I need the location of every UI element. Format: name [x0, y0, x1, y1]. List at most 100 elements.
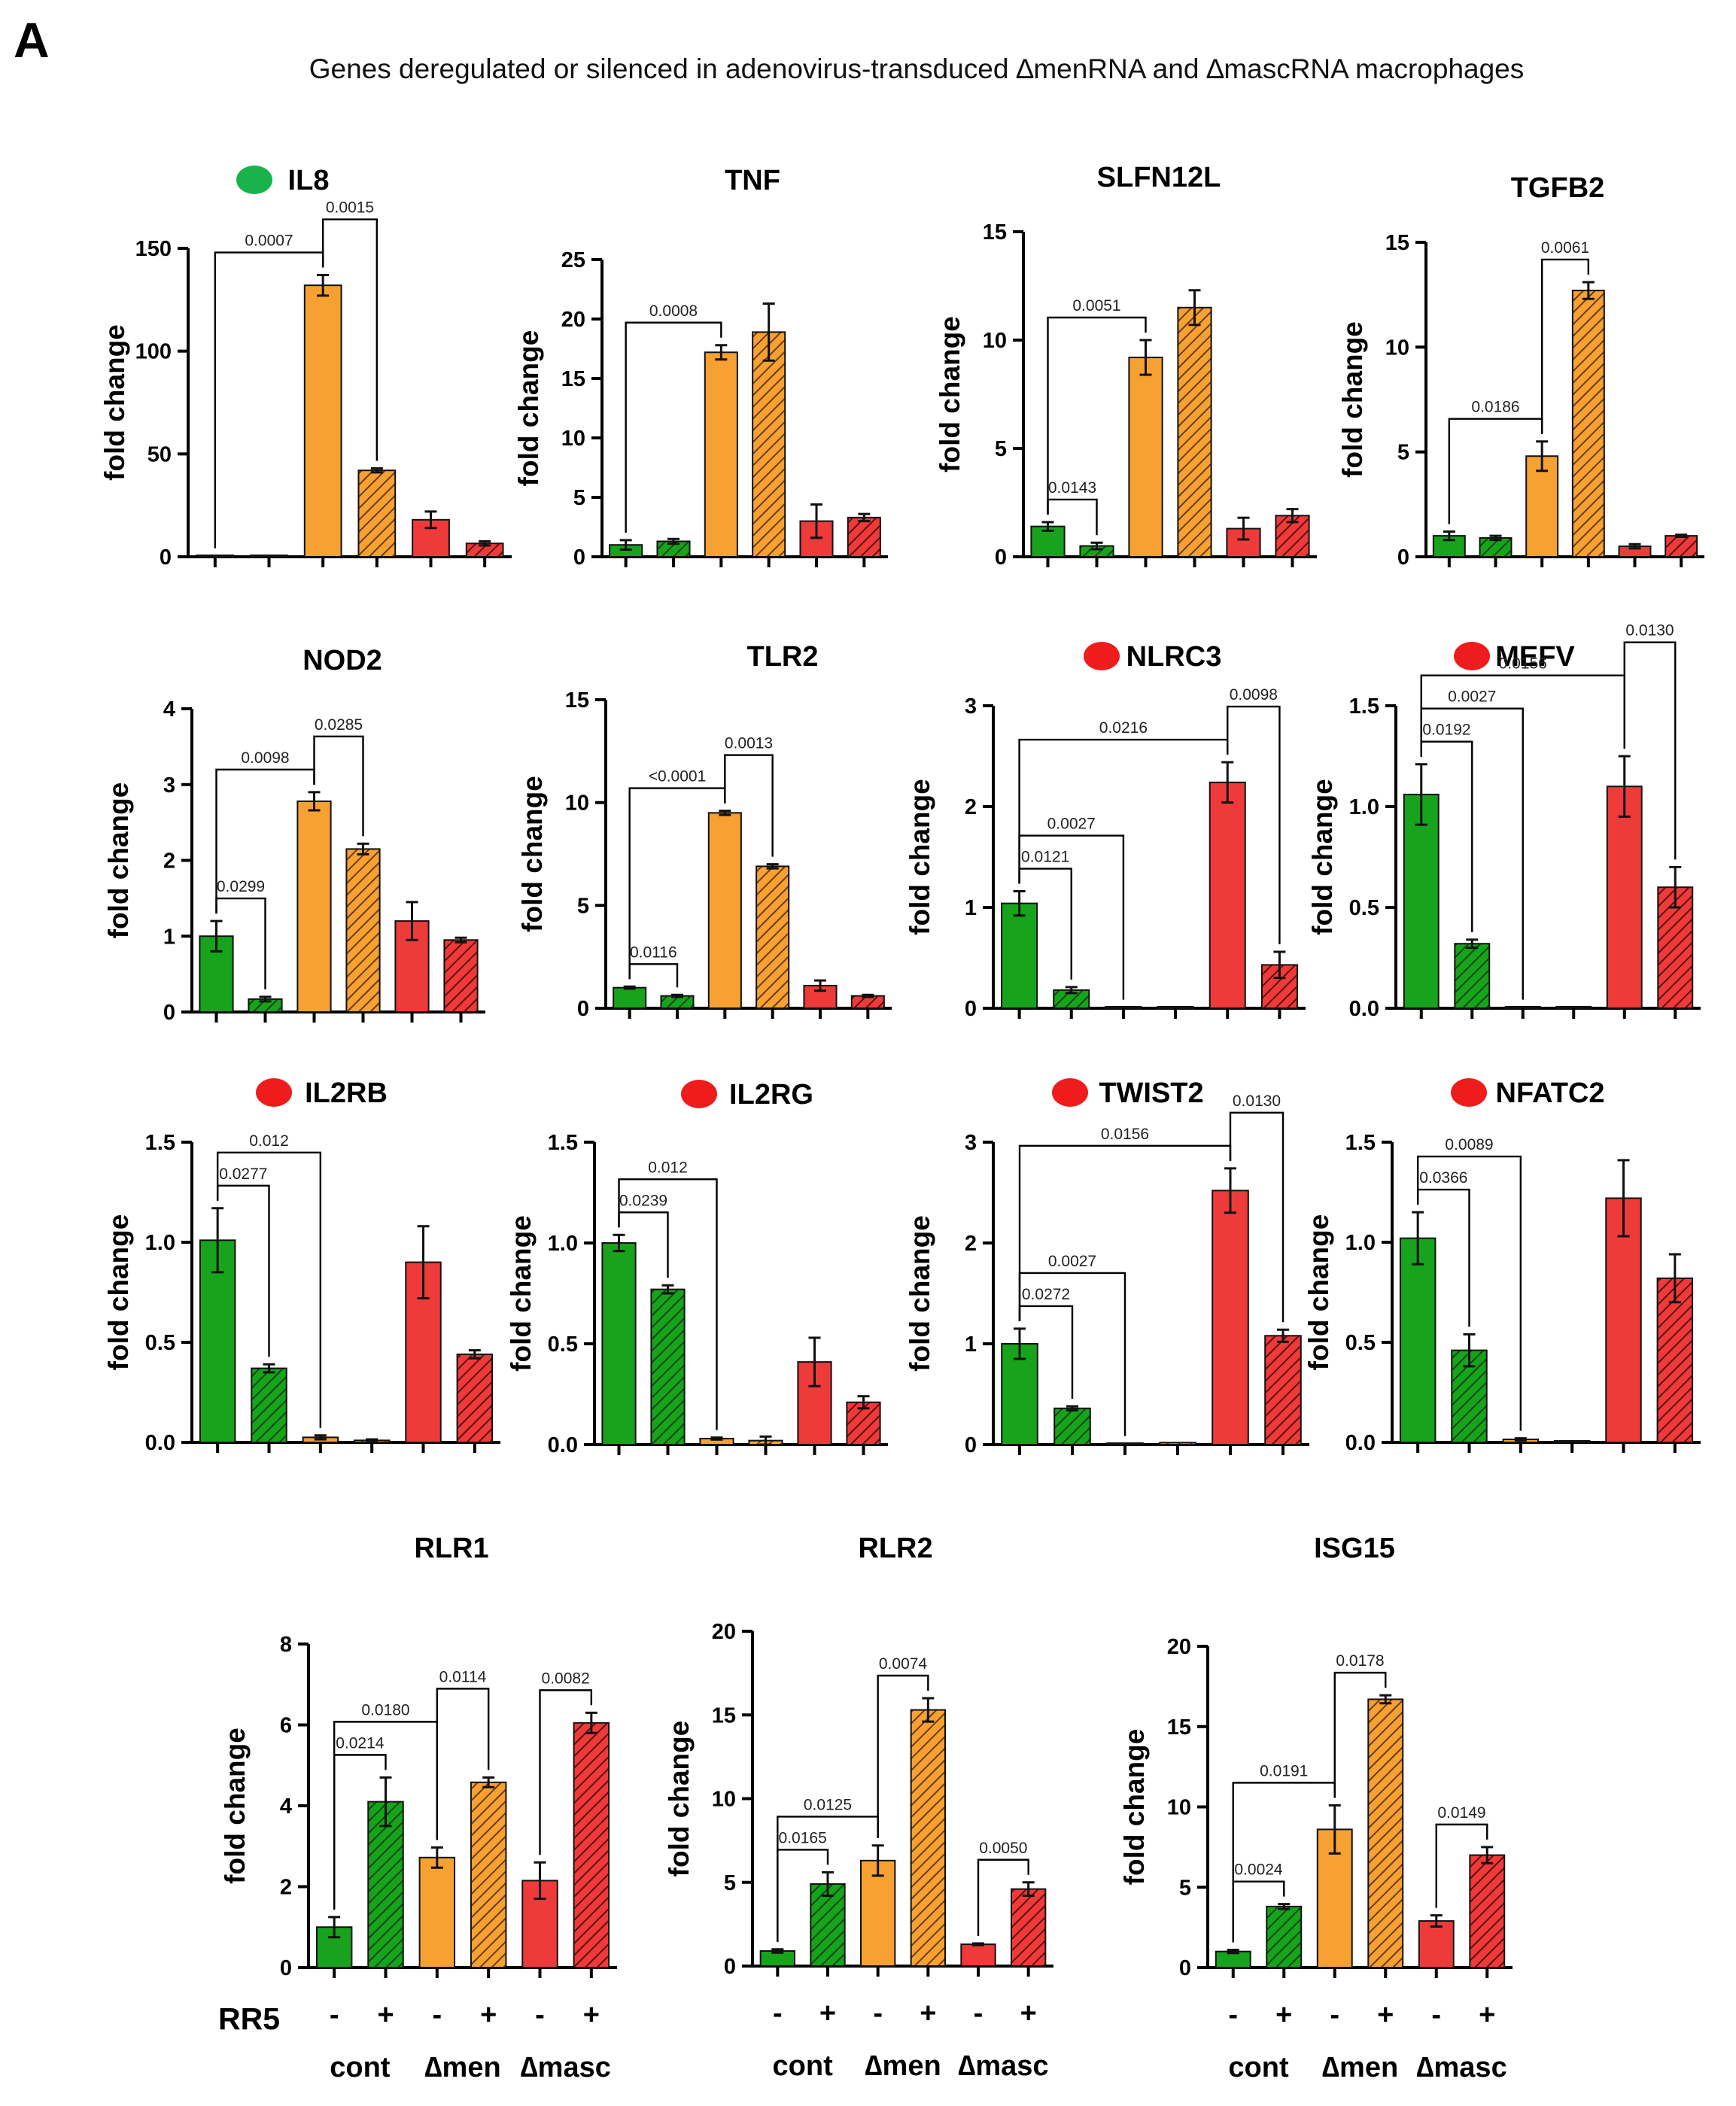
- rr5-sign: +: [480, 1999, 497, 2031]
- y-tick-label: 0: [1179, 1956, 1191, 1980]
- significance-bracket: [321, 218, 379, 461]
- group-label: cont: [330, 2052, 391, 2083]
- y-tick-label: 0: [160, 545, 172, 570]
- chart-title: IL8: [288, 165, 330, 196]
- y-axis-label: fold change: [506, 1215, 537, 1372]
- y-axis-label: fold change: [1307, 779, 1338, 935]
- bar: [860, 1859, 896, 1967]
- p-value-label: 0.012: [648, 1159, 688, 1176]
- y-tick-label: 25: [561, 248, 585, 272]
- bar: [1454, 943, 1491, 1009]
- significance-bracket: [436, 1688, 490, 1840]
- bar: [345, 848, 381, 1013]
- chart-title: TWIST2: [1099, 1077, 1203, 1109]
- y-tick-label: 0: [995, 545, 1007, 570]
- y-tick-label: 0.0: [548, 1433, 578, 1457]
- group-label: ∆masc: [520, 2052, 610, 2083]
- bar: [1399, 1237, 1437, 1444]
- y-tick-label: 2: [965, 795, 977, 819]
- chart-title: NLRC3: [1126, 641, 1222, 673]
- p-value-label: 0.0156: [1101, 1126, 1149, 1143]
- chart-rlr2: RLR2 0 5 10 15 20 fold change 0.0165 0.0125 0.007…: [664, 1533, 1053, 1979]
- p-value-label: 0.0239: [619, 1192, 667, 1209]
- bar: [521, 1880, 558, 1968]
- p-value-label: 0.0165: [779, 1829, 827, 1846]
- bar: [418, 1856, 456, 1969]
- panel-letter: A: [14, 12, 50, 68]
- green-dot-icon: [236, 166, 272, 194]
- chart-title: TLR2: [747, 641, 819, 673]
- bar: [1553, 1440, 1591, 1443]
- y-tick-label: 10: [1167, 1796, 1191, 1820]
- chart-nod2: NOD2 0 1 2 3 4 fold change 0.0299 0.0098 0.0285: [103, 645, 485, 1025]
- y-tick-label: 10: [1385, 336, 1409, 360]
- p-value-label: 0.0149: [1437, 1804, 1485, 1822]
- bar: [847, 516, 881, 558]
- rr5-sign: -: [1431, 1999, 1441, 2031]
- rr5-sign: +: [583, 1999, 600, 2031]
- y-tick-label: 0: [163, 1001, 175, 1025]
- y-tick-label: 0: [965, 1433, 977, 1457]
- y-tick-label: 1: [163, 925, 175, 949]
- significance-bracket: [313, 735, 364, 837]
- bar: [251, 1367, 287, 1443]
- y-tick-label: 1.5: [1345, 1131, 1376, 1155]
- bar: [1571, 290, 1605, 558]
- y-tick-label: 10: [565, 792, 589, 816]
- rr5-sign: -: [1330, 1999, 1339, 2031]
- bar: [704, 351, 738, 558]
- y-tick-label: 0.5: [1349, 896, 1379, 920]
- bar: [601, 1242, 637, 1445]
- bar: [1105, 1006, 1142, 1009]
- p-value-label: 0.0277: [219, 1165, 267, 1183]
- y-tick-label: 1.5: [548, 1131, 578, 1155]
- chart-title: IL2RB: [305, 1077, 388, 1109]
- y-axis-label: fold change: [220, 1728, 251, 1884]
- p-value-label: 0.0216: [1099, 719, 1148, 737]
- y-tick-label: 1.5: [145, 1131, 175, 1155]
- significance-bracket: [1047, 316, 1147, 515]
- y-tick-label: 0: [965, 997, 977, 1021]
- bar: [613, 986, 647, 1009]
- significance-bracket: [1227, 705, 1281, 944]
- y-tick-label: 5: [995, 437, 1007, 461]
- bar: [810, 1883, 846, 1968]
- chart-title: ISG15: [1314, 1533, 1395, 1564]
- chart-title: RLR1: [414, 1533, 488, 1564]
- chart-il8: IL8 0 50 100 150 fold change 0.0007 0.0015: [99, 165, 512, 570]
- red-dot-icon: [256, 1078, 292, 1107]
- bar: [296, 800, 332, 1013]
- rr5-sign: -: [773, 1998, 783, 2029]
- chart-title: IL2RG: [729, 1079, 813, 1111]
- y-axis-label: fold change: [517, 776, 548, 932]
- bar: [1469, 1854, 1506, 1969]
- y-tick-label: 20: [1167, 1635, 1191, 1659]
- y-axis-label: fold change: [99, 324, 130, 481]
- group-label: ∆masc: [1416, 2052, 1506, 2083]
- bar: [443, 939, 479, 1013]
- y-tick-label: 0.0: [145, 1431, 175, 1455]
- significance-bracket: [625, 321, 722, 533]
- p-value-label: 0.0125: [804, 1796, 852, 1813]
- p-value-label: 0.0299: [217, 878, 265, 895]
- significance-bracket: [628, 963, 679, 988]
- p-value-label: 0.0214: [336, 1734, 385, 1752]
- p-value-label: 0.0130: [1625, 622, 1674, 640]
- chart-title: TGFB2: [1511, 172, 1605, 204]
- rr5-sign: -: [330, 1999, 339, 2031]
- bar: [456, 1353, 494, 1443]
- rr5-sign: +: [1020, 1998, 1037, 2029]
- bar: [1656, 1277, 1694, 1443]
- y-axis-label: fold change: [1303, 1214, 1334, 1371]
- rr5-label: RR5: [218, 2001, 280, 2036]
- chart-title: SLFN12L: [1097, 162, 1221, 193]
- y-axis-label: fold change: [664, 1721, 695, 1877]
- significance-bracket: [724, 754, 774, 857]
- y-tick-label: 15: [712, 1703, 736, 1728]
- rr5-sign: -: [535, 1999, 545, 2031]
- bar: [1266, 1905, 1303, 1969]
- bar: [1403, 793, 1440, 1010]
